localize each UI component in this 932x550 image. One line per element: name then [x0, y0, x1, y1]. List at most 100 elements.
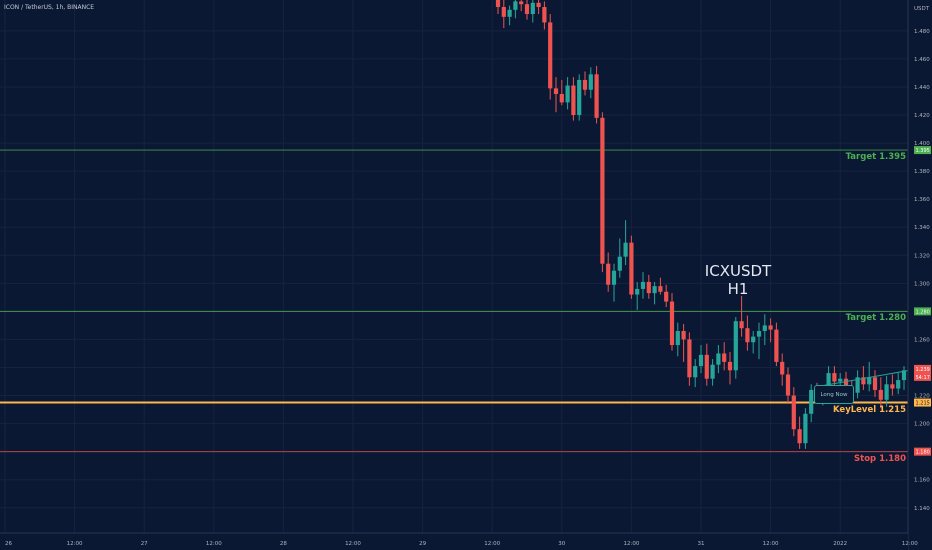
candle-body-up — [762, 325, 767, 332]
callout-connector — [814, 368, 918, 388]
candle-body-down — [722, 353, 727, 362]
candle-body-up — [698, 354, 704, 367]
level-label-target: Target 1.395 — [845, 152, 906, 163]
price-tick-label: 1.160 — [914, 478, 930, 484]
time-axis-panel — [0, 533, 908, 550]
long-now-callout[interactable]: Long Now — [814, 385, 854, 404]
candle-body-down — [861, 377, 866, 385]
price-axis-panel — [908, 0, 932, 550]
candle-body-down — [681, 331, 686, 340]
price-tick-label: 1.400 — [914, 141, 930, 147]
last-price-countdown: 54:17 — [916, 375, 930, 381]
last-price-tag — [914, 364, 931, 381]
level-label-key: KeyLevel 1.215 — [833, 404, 906, 415]
candle-body-up — [855, 377, 860, 393]
watermark-timeframe: H1 — [727, 280, 749, 298]
candle-body-up — [884, 384, 889, 400]
candle-body-up — [751, 336, 756, 343]
candle-body-up — [901, 370, 907, 381]
candle-body-up — [640, 281, 646, 289]
time-tick-label: 12:00 — [206, 541, 222, 547]
time-tick-label: 12:00 — [67, 541, 83, 547]
candle-body-up — [617, 256, 622, 271]
time-tick-label: 29 — [419, 541, 426, 547]
candle-body-down — [571, 85, 576, 116]
candle-body-down — [785, 374, 791, 396]
price-tick-label: 1.360 — [914, 197, 930, 203]
level-axis-tag — [914, 398, 931, 407]
candle-body-up — [896, 380, 901, 389]
symbol-title: ICON / TetherUS, 1h, BINANCE — [4, 4, 95, 11]
price-tick-label: 1.220 — [914, 394, 930, 400]
candle-body-down — [669, 301, 675, 346]
candles-layer — [495, 0, 918, 449]
price-axis-unit: USDT — [914, 6, 930, 12]
level-lines-layer — [0, 149, 908, 453]
price-tick-label: 1.260 — [914, 337, 930, 343]
level-axis-tag-label: 1.215 — [916, 401, 930, 407]
candle-body-down — [542, 7, 547, 23]
candle-body-down — [797, 429, 802, 444]
time-tick-label: 2022 — [833, 541, 847, 547]
candle-body-down — [519, 1, 524, 5]
candle-body-down — [658, 286, 663, 292]
candle-body-up — [565, 85, 570, 103]
candle-body-down — [872, 377, 878, 390]
time-tick-label: 30 — [558, 541, 565, 547]
time-tick-label: 12:00 — [763, 541, 779, 547]
time-tick-label: 31 — [698, 541, 705, 547]
candle-body-down — [594, 74, 599, 118]
candle-body-down — [600, 117, 605, 264]
candle-body-down — [704, 354, 709, 379]
candle-body-down — [548, 22, 553, 89]
candle-body-up — [826, 373, 831, 395]
candle-body-down — [629, 242, 634, 295]
candle-body-down — [687, 339, 692, 378]
level-label-target: Target 1.280 — [845, 313, 906, 324]
candle-body-down — [768, 325, 773, 330]
candle-body-down — [878, 389, 883, 400]
candle-body-up — [803, 413, 808, 444]
level-axis-tag — [914, 307, 931, 316]
candle-body-up — [513, 1, 518, 10]
chart-watermark: ICXUSDT H1 — [690, 262, 786, 298]
time-tick-label: 12:00 — [902, 541, 918, 547]
candle-body-up — [716, 353, 721, 365]
level-axis-tag-label: 1.180 — [916, 450, 930, 456]
candle-body-up — [867, 377, 872, 385]
candle-body-down — [582, 79, 588, 90]
grid-layer — [0, 0, 911, 533]
price-tick-label: 1.480 — [914, 29, 930, 35]
candle-body-down — [646, 281, 651, 294]
candle-body-down — [774, 329, 779, 362]
level-axis-tag-label: 1.280 — [916, 309, 930, 315]
candle-body-down — [559, 93, 564, 103]
price-tick-label: 1.420 — [914, 113, 930, 119]
candle-body-up — [635, 288, 640, 295]
candle-body-up — [710, 364, 715, 379]
price-tick-label: 1.300 — [914, 281, 930, 287]
candle-body-up — [577, 79, 582, 116]
candle-body-up — [838, 378, 843, 382]
candle-body-down — [745, 328, 750, 343]
candle-body-down — [553, 88, 559, 94]
candle-body-down — [495, 0, 501, 8]
time-tick-label: 12:00 — [484, 541, 500, 547]
price-tick-label: 1.460 — [914, 57, 930, 63]
price-tick-label: 1.200 — [914, 422, 930, 428]
candle-body-down — [536, 2, 541, 8]
candle-body-up — [756, 331, 762, 337]
time-tick-label: 27 — [141, 541, 148, 547]
candle-body-up — [530, 2, 535, 15]
time-tick-label: 28 — [280, 541, 287, 547]
candle-body-down — [739, 321, 744, 329]
price-tick-label: 1.340 — [914, 225, 930, 231]
candle-body-up — [611, 270, 617, 285]
price-tick-label: 1.380 — [914, 169, 930, 175]
candle-body-up — [652, 286, 657, 294]
watermark-symbol: ICXUSDT — [704, 262, 772, 280]
candle-body-down — [791, 395, 796, 430]
candle-body-up — [733, 321, 738, 371]
